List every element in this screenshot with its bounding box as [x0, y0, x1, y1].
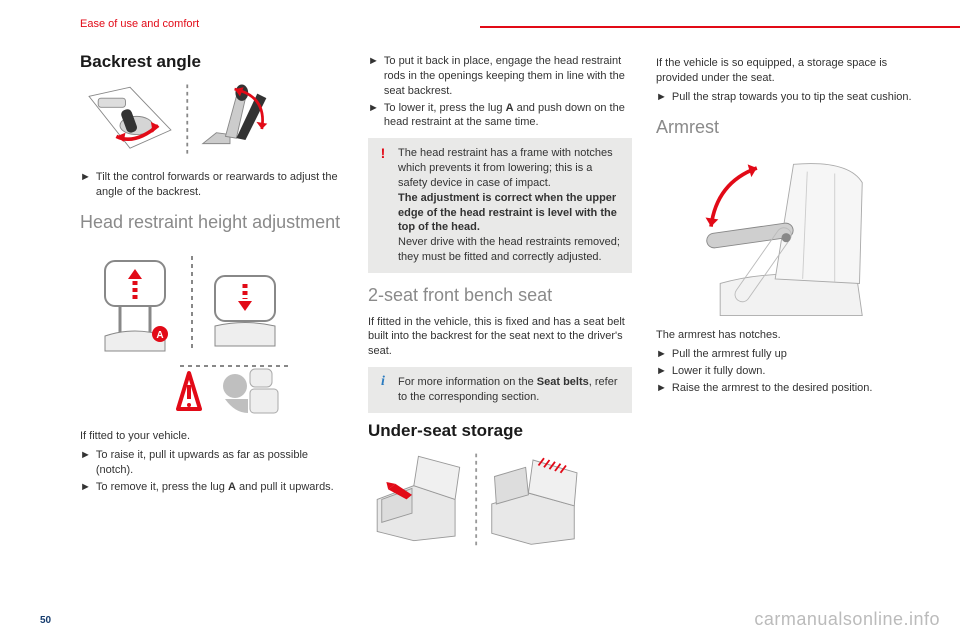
heading-head-restraint: Head restraint height adjustment — [80, 212, 344, 234]
warning-note: ! The head restraint has a frame with no… — [368, 138, 632, 273]
bullet-icon: ► — [656, 364, 667, 379]
arm-b3: Raise the armrest to the desired positio… — [672, 381, 873, 396]
warn-line2: The adjustment is correct when the upper… — [398, 192, 617, 234]
backrest-text: Tilt the control forwards or rearwards t… — [96, 170, 344, 200]
bullet-icon: ► — [80, 480, 91, 495]
arm-bullet-2: ► Lower it fully down. — [656, 364, 920, 379]
column-1: Backrest angle ► Tilt th — [80, 52, 344, 600]
lower-text: To lower it, press the lug A and push do… — [384, 101, 632, 131]
arm-b2: Lower it fully down. — [672, 364, 766, 379]
backrest-instruction: ► Tilt the control forwards or rearwards… — [80, 170, 344, 200]
warn-line3: Never drive with the head restraints rem… — [398, 236, 620, 263]
bullet-icon: ► — [656, 381, 667, 396]
armrest-intro: The armrest has notches. — [656, 328, 920, 343]
heading-bench-seat: 2-seat front bench seat — [368, 285, 632, 307]
warn-line1: The head restraint has a frame with notc… — [398, 147, 613, 189]
hr-bullet-1: ► To raise it, pull it upwards as far as… — [80, 448, 344, 478]
figure-armrest — [656, 146, 876, 320]
watermark: carmanualsonline.info — [754, 609, 940, 630]
svg-text:A: A — [156, 330, 163, 341]
info-text: For more information on the Seat belts, … — [398, 376, 618, 403]
put-back-bullet: ► To put it back in place, engage the he… — [368, 54, 632, 99]
put-back-text: To put it back in place, engage the head… — [384, 54, 632, 99]
bullet-icon: ► — [80, 170, 91, 200]
arm-bullet-1: ► Pull the armrest fully up — [656, 347, 920, 362]
header-accent-line — [480, 26, 960, 28]
arm-b1: Pull the armrest fully up — [672, 347, 787, 362]
hr-b1-text: To raise it, pull it upwards as far as p… — [96, 448, 344, 478]
storage-bullet: ► Pull the strap towards you to tip the … — [656, 90, 920, 105]
bullet-icon: ► — [368, 101, 379, 131]
figure-under-seat — [368, 449, 588, 550]
lower-bullet: ► To lower it, press the lug A and push … — [368, 101, 632, 131]
hr-bullet-2: ► To remove it, press the lug A and pull… — [80, 480, 344, 495]
bullet-icon: ► — [656, 347, 667, 362]
heading-backrest-angle: Backrest angle — [80, 52, 344, 72]
bullet-icon: ► — [368, 54, 379, 99]
column-2: ► To put it back in place, engage the he… — [368, 52, 632, 600]
exclamation-icon: ! — [374, 144, 392, 162]
bullet-icon: ► — [656, 90, 667, 105]
breadcrumb: Ease of use and comfort — [80, 18, 199, 30]
figure-backrest — [80, 80, 280, 162]
info-icon: i — [374, 373, 392, 391]
figure-head-restraint: A — [80, 241, 300, 421]
info-note: i For more information on the Seat belts… — [368, 367, 632, 413]
arm-bullet-3: ► Raise the armrest to the desired posit… — [656, 381, 920, 396]
column-3: If the vehicle is so equipped, a storage… — [656, 52, 920, 600]
hr-b2-text: To remove it, press the lug A and pull i… — [96, 480, 334, 495]
hr-intro: If fitted to your vehicle. — [80, 429, 344, 444]
bench-text: If fitted in the vehicle, this is fixed … — [368, 315, 632, 360]
heading-armrest: Armrest — [656, 117, 920, 139]
storage-text: If the vehicle is so equipped, a storage… — [656, 56, 920, 86]
bullet-icon: ► — [80, 448, 91, 478]
heading-under-seat: Under-seat storage — [368, 421, 632, 441]
storage-b1: Pull the strap towards you to tip the se… — [672, 90, 912, 105]
content-columns: Backrest angle ► Tilt th — [80, 52, 920, 600]
page-number: 50 — [40, 615, 51, 626]
